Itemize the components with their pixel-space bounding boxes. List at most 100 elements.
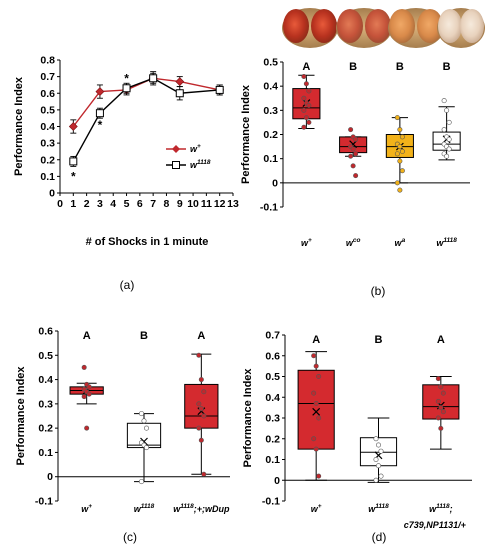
data-point (313, 400, 319, 406)
data-point (353, 136, 359, 142)
legend-marker-w1118 (172, 161, 180, 169)
y-axis-title: Performance Index (15, 366, 27, 466)
data-point (301, 74, 307, 80)
data-point (373, 436, 379, 442)
point-marker-diamond (68, 122, 78, 131)
data-point (196, 401, 202, 407)
box-group: Aw+ (292, 61, 321, 248)
data-point (316, 373, 322, 379)
data-point (301, 124, 307, 130)
y-tick-label: 0.2 (38, 423, 53, 435)
data-point (440, 390, 446, 396)
y-tick-label: 0.7 (40, 71, 55, 83)
y-tick-label: 0 (272, 177, 278, 189)
y-tick-label: 0.6 (38, 326, 53, 338)
x-tick-label: 10 (187, 198, 199, 210)
y-tick-label: 0.1 (40, 171, 55, 183)
significance-letter: B (375, 334, 383, 346)
data-point (141, 418, 147, 424)
data-point (306, 119, 312, 125)
panel-c-box-plot: -0.1 0 0.1 0.2 0.3 0.4 0.5 0.6 Performance Index… (15, 326, 230, 514)
data-point (201, 389, 207, 395)
data-point (399, 134, 405, 140)
significance-letter: B (140, 330, 148, 342)
series-line-1 (72, 77, 220, 162)
x-tick-label: 8 (164, 198, 170, 210)
panel-label-c: (c) (123, 530, 137, 544)
data-point (196, 425, 202, 431)
box-group: Aw+ (69, 330, 104, 514)
category-label: w1118 (134, 503, 155, 514)
y-tick-label: 0.5 (40, 104, 55, 116)
y-tick-label: 0.4 (265, 392, 280, 404)
category-label: wco (346, 237, 361, 248)
data-point (378, 473, 384, 479)
y-tick-label: 0.5 (263, 57, 278, 69)
box (432, 131, 461, 151)
data-point (196, 352, 202, 358)
legend-marker-wplus (172, 145, 180, 153)
data-point (311, 436, 317, 442)
panel-a-line-chart: 00.10.20.30.40.50.60.70.80 1 2 3 4 5 6 7 8 9 10 11 1… (13, 55, 239, 249)
y-tick-label: 0.1 (38, 447, 53, 459)
box-group: Aw+ (297, 334, 335, 514)
y-tick-label: 0.3 (265, 413, 280, 425)
data-point (394, 151, 400, 157)
data-point (399, 148, 405, 154)
x-tick-label: 2 (84, 198, 90, 210)
data-point (441, 98, 447, 104)
data-point (198, 437, 204, 443)
y-tick-label: 0.2 (40, 154, 55, 166)
significance-star: * (71, 169, 76, 183)
significance-letter: A (197, 330, 205, 342)
panel-d-box-plot: -0.1 0 0.1 0.2 0.3 0.4 0.5 0.6 0.7 Performance In… (242, 330, 472, 530)
x-tick-label: 9 (177, 198, 183, 210)
data-point (375, 442, 381, 448)
y-tick-label: 0 (47, 471, 53, 483)
data-point (144, 425, 150, 431)
category-label-line2: c739,NP1131/+ (404, 520, 467, 530)
data-point (399, 168, 405, 174)
y-tick-label: 0.7 (265, 330, 280, 342)
significance-letter: B (443, 61, 451, 73)
data-point (350, 163, 356, 169)
x-tick-label: 13 (227, 198, 239, 210)
data-point (373, 456, 379, 462)
significance-star: * (124, 71, 129, 85)
data-point (435, 376, 441, 382)
data-point (306, 88, 312, 94)
significance-letter: A (302, 61, 310, 73)
y-axis-title: Performance Index (242, 368, 254, 468)
data-point (444, 107, 450, 113)
data-point (86, 384, 92, 390)
data-point (139, 479, 145, 485)
significance-letter: A (83, 330, 91, 342)
data-point (378, 448, 384, 454)
x-tick-label: 6 (137, 198, 143, 210)
y-axis-title: Performance Index (13, 76, 25, 176)
data-point (198, 406, 204, 412)
data-point (435, 398, 441, 404)
point-marker-square (149, 74, 158, 83)
data-point (201, 471, 207, 477)
category-label: w+ (81, 503, 92, 514)
data-point (373, 477, 379, 483)
box (422, 384, 460, 420)
data-point (84, 425, 90, 431)
data-point (306, 103, 312, 109)
legend-label-wplus: w+ (190, 143, 201, 154)
category-label: w1118 (368, 503, 389, 514)
data-point (303, 81, 309, 87)
eye-photo-strip (282, 8, 485, 48)
panel-label-d: (d) (372, 530, 387, 544)
data-point (201, 413, 207, 419)
point-marker-square (175, 89, 184, 98)
data-point (81, 364, 87, 370)
point-marker-square (69, 157, 78, 166)
x-tick-label: 5 (124, 198, 130, 210)
y-tick-label: 0.4 (40, 121, 55, 133)
